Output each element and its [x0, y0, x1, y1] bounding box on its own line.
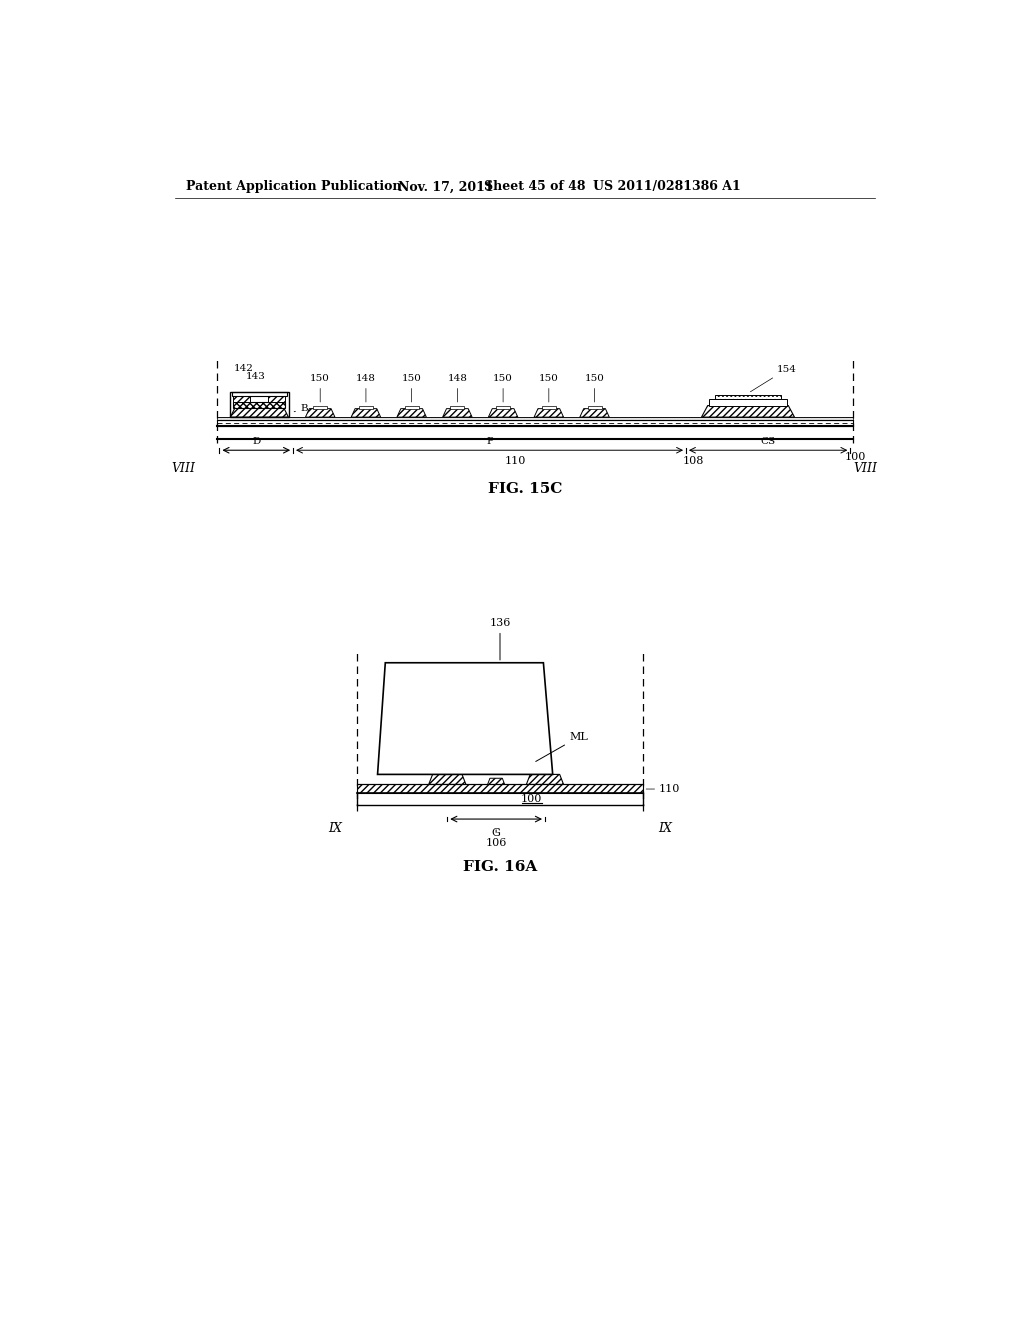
Text: G: G: [492, 829, 501, 838]
Bar: [588, 405, 601, 409]
Text: 100: 100: [520, 795, 542, 804]
Polygon shape: [526, 775, 563, 784]
Polygon shape: [429, 775, 466, 784]
Polygon shape: [230, 408, 289, 417]
Bar: [451, 405, 464, 409]
Polygon shape: [442, 409, 472, 417]
Text: 142: 142: [233, 364, 253, 374]
Text: 150: 150: [539, 374, 559, 403]
Text: 150: 150: [585, 374, 604, 403]
Text: 110: 110: [505, 457, 526, 466]
Text: FIG. 16A: FIG. 16A: [463, 859, 538, 874]
Polygon shape: [580, 409, 609, 417]
Text: 110: 110: [658, 784, 680, 795]
Text: Nov. 17, 2011: Nov. 17, 2011: [397, 181, 494, 194]
Text: IX: IX: [658, 822, 672, 836]
Bar: [716, 395, 780, 400]
Polygon shape: [397, 409, 426, 417]
Text: IX: IX: [328, 822, 342, 836]
Polygon shape: [488, 409, 518, 417]
Bar: [231, 392, 287, 396]
Text: P: P: [486, 437, 493, 446]
Text: FIG. 15C: FIG. 15C: [487, 482, 562, 496]
Text: 150: 150: [401, 374, 422, 403]
Text: VIII: VIII: [172, 462, 196, 475]
Bar: [229, 392, 289, 417]
Bar: [359, 405, 373, 409]
Text: CS: CS: [761, 437, 776, 446]
Text: 154: 154: [751, 364, 797, 392]
Text: Sheet 45 of 48: Sheet 45 of 48: [484, 181, 586, 194]
Bar: [404, 405, 419, 409]
Bar: [217, 417, 853, 420]
Text: 148: 148: [447, 374, 467, 403]
Text: 148: 148: [356, 374, 376, 403]
Text: 150: 150: [494, 374, 513, 403]
Text: 150: 150: [310, 374, 330, 403]
Bar: [313, 405, 328, 409]
Text: B: B: [294, 404, 308, 413]
Text: ML: ML: [536, 731, 589, 762]
Text: 108: 108: [683, 457, 705, 466]
Text: Patent Application Publication: Patent Application Publication: [186, 181, 401, 194]
Text: VIII: VIII: [854, 462, 878, 475]
Bar: [356, 784, 643, 793]
Bar: [217, 420, 853, 426]
Bar: [496, 405, 510, 409]
Text: 100: 100: [845, 451, 866, 462]
Polygon shape: [351, 409, 381, 417]
Polygon shape: [378, 663, 553, 775]
Bar: [268, 396, 286, 401]
Text: 106: 106: [485, 830, 507, 847]
Polygon shape: [535, 409, 563, 417]
Bar: [710, 400, 786, 405]
Bar: [233, 401, 286, 408]
Bar: [542, 405, 556, 409]
Text: US 2011/0281386 A1: US 2011/0281386 A1: [593, 181, 740, 194]
Polygon shape: [305, 409, 335, 417]
Text: 136: 136: [489, 618, 511, 660]
Text: 143: 143: [246, 372, 265, 381]
Text: D: D: [252, 437, 260, 446]
Polygon shape: [701, 405, 795, 417]
Polygon shape: [487, 779, 505, 784]
Bar: [233, 396, 251, 401]
